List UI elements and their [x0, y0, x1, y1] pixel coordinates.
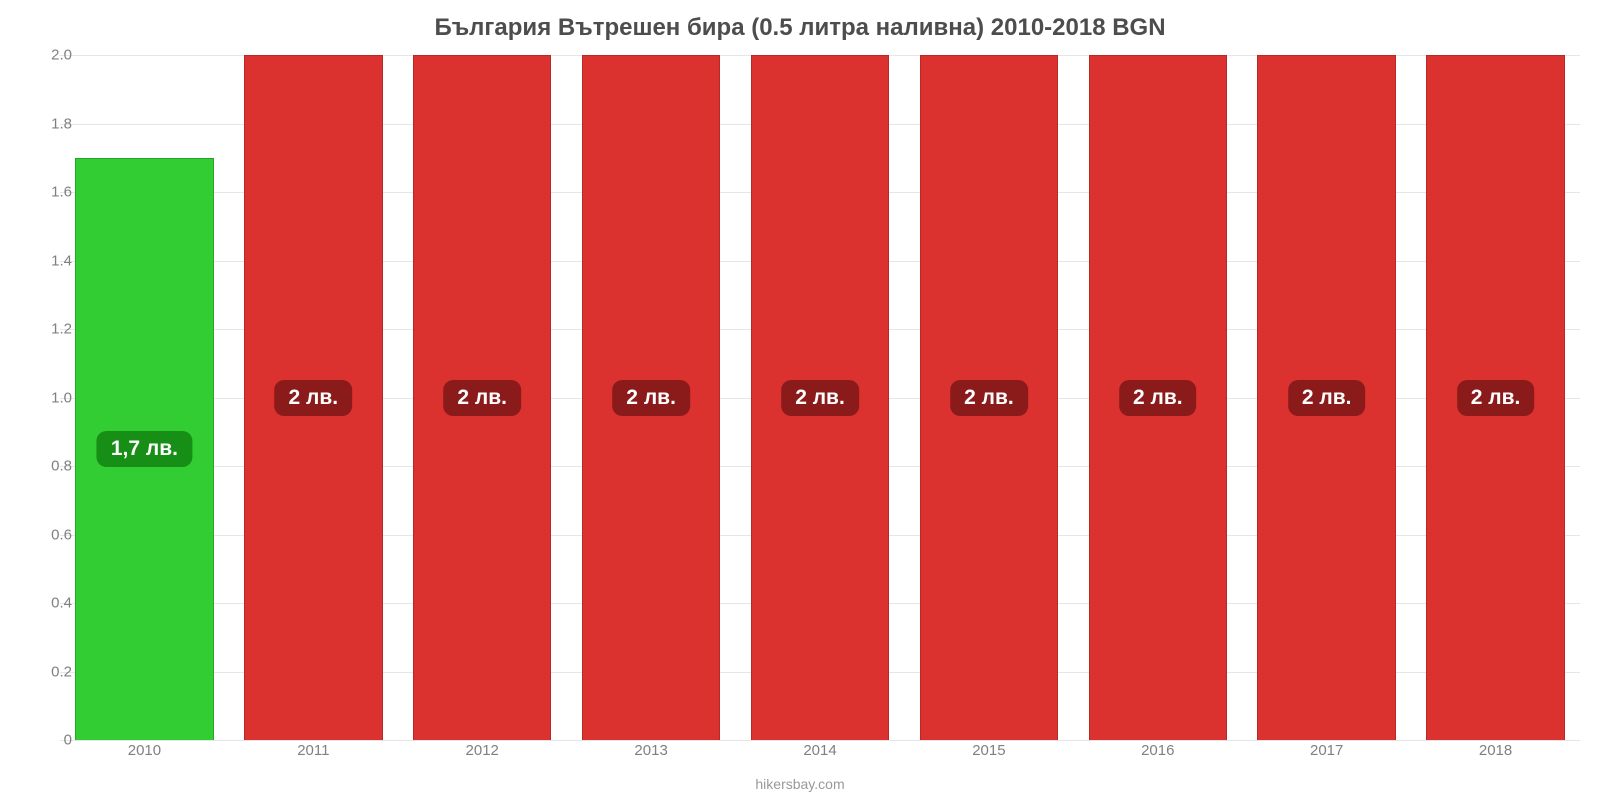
y-tick-label: 0.6 [22, 526, 72, 543]
y-tick-label: 0.4 [22, 595, 72, 612]
x-tick-label: 2016 [1073, 742, 1242, 759]
plot-area: 1,7 лв. 2 лв. 2 лв. 2 лв. 2 лв. 2 лв. 2 лв. 2 л… [60, 55, 1580, 740]
bar-slot: 2 лв. [398, 55, 567, 740]
bar-value-label: 2 лв. [275, 380, 353, 416]
bar-value-label: 2 лв. [950, 380, 1028, 416]
x-tick-label: 2018 [1411, 742, 1580, 759]
x-tick-label: 2015 [904, 742, 1073, 759]
bar-value-label: 2 лв. [443, 380, 521, 416]
y-tick-label: 1.0 [22, 389, 72, 406]
gridline [60, 740, 1580, 741]
bar-slot: 2 лв. [1073, 55, 1242, 740]
bar-value-label: 1,7 лв. [97, 431, 192, 467]
x-tick-label: 2014 [736, 742, 905, 759]
bar-slot: 2 лв. [736, 55, 905, 740]
y-tick-label: 1.2 [22, 321, 72, 338]
x-tick-label: 2013 [567, 742, 736, 759]
bar-value-label: 2 лв. [781, 380, 859, 416]
x-tick-label: 2017 [1242, 742, 1411, 759]
y-tick-label: 0.2 [22, 663, 72, 680]
attribution-text: hikersbay.com [0, 776, 1600, 792]
bar-slot: 2 лв. [567, 55, 736, 740]
x-tick-label: 2011 [229, 742, 398, 759]
bars: 1,7 лв. 2 лв. 2 лв. 2 лв. 2 лв. 2 лв. 2 лв. 2 л… [60, 55, 1580, 740]
y-tick-label: 0.8 [22, 458, 72, 475]
x-axis-labels: 201020112012201320142015201620172018 [60, 742, 1580, 759]
y-tick-label: 1.6 [22, 184, 72, 201]
y-tick-label: 0 [22, 732, 72, 749]
x-tick-label: 2010 [60, 742, 229, 759]
bar-value-label: 2 лв. [612, 380, 690, 416]
bar-slot: 2 лв. [904, 55, 1073, 740]
bar-slot: 2 лв. [1411, 55, 1580, 740]
chart-container: България Вътрешен бира (0.5 литра наливн… [0, 0, 1600, 800]
y-tick-label: 1.4 [22, 252, 72, 269]
x-tick-label: 2012 [398, 742, 567, 759]
bar-slot: 2 лв. [1242, 55, 1411, 740]
bar-slot: 1,7 лв. [60, 55, 229, 740]
y-tick-label: 2.0 [22, 47, 72, 64]
bar-value-label: 2 лв. [1288, 380, 1366, 416]
bar-value-label: 2 лв. [1119, 380, 1197, 416]
bar-value-label: 2 лв. [1457, 380, 1535, 416]
y-tick-label: 1.8 [22, 115, 72, 132]
bar-slot: 2 лв. [229, 55, 398, 740]
chart-title: България Вътрешен бира (0.5 литра наливн… [0, 0, 1600, 42]
